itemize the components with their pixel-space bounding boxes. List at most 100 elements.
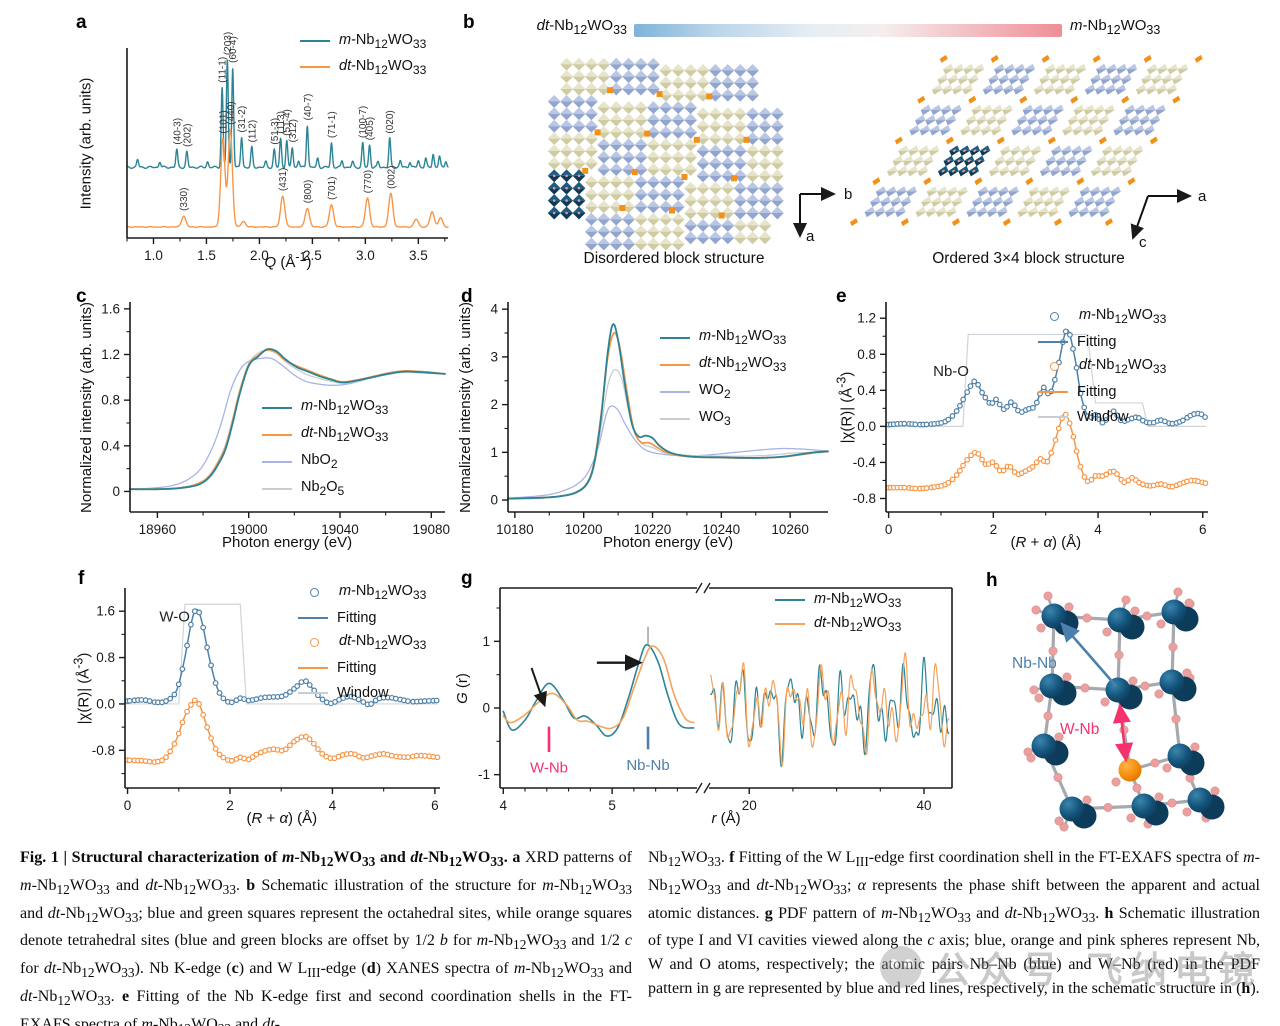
niobium-atom — [1105, 677, 1131, 703]
tetrahedral-site — [644, 130, 651, 137]
octahedron-facet — [572, 70, 586, 77]
octahedron-facet — [1129, 120, 1140, 126]
octahedron-facet — [770, 188, 784, 195]
octahedron-facet — [758, 144, 772, 151]
octahedron-facet — [560, 126, 574, 133]
octahedron-facet — [885, 186, 897, 192]
oxygen-atom — [1031, 605, 1041, 615]
data-marker — [1081, 404, 1088, 411]
legend-entry: dt-Nb12WO33 — [660, 351, 786, 378]
octahedron-facet — [1051, 145, 1062, 151]
octahedron-facet — [547, 101, 561, 108]
octahedron-facet — [1038, 186, 1050, 192]
octahedron-facet — [560, 144, 574, 151]
octahedron-facet — [622, 144, 636, 152]
octahedron-facet — [721, 231, 735, 238]
octahedron-facet — [584, 156, 598, 164]
octahedron-facet — [597, 163, 611, 170]
data-marker — [228, 757, 235, 764]
octahedron-facet — [1098, 120, 1110, 126]
octahedron-facet — [988, 79, 999, 85]
octahedron-facet — [1112, 145, 1123, 151]
octahedron-facet — [994, 155, 1006, 161]
octahedron-facet — [684, 150, 698, 158]
octahedron-facet — [560, 156, 574, 164]
octahedron-facet — [547, 163, 561, 170]
octahedron-facet — [1050, 165, 1061, 172]
octahedron-facet — [560, 188, 574, 195]
octahedron-facet — [1124, 104, 1136, 110]
data-marker — [228, 699, 235, 706]
octahedron-facet — [1047, 120, 1059, 126]
octahedron-facet — [758, 213, 772, 220]
tick-label: 0 — [885, 522, 893, 537]
octahedron-facet — [547, 151, 561, 158]
legend-label: Window — [337, 684, 389, 701]
octahedron-facet — [936, 186, 948, 192]
octahedron-facet — [951, 201, 963, 208]
octahedron-facet — [684, 218, 698, 226]
octahedron-facet — [622, 76, 636, 84]
tick-label: 0.0 — [857, 419, 876, 434]
octahedron-facet — [733, 119, 747, 127]
octahedron-facet — [684, 225, 698, 232]
legend-entry: dt-Nb12WO33 — [300, 54, 426, 80]
octahedron-facet — [1030, 150, 1042, 157]
octahedron-facet — [930, 104, 942, 110]
octahedron-facet — [646, 144, 660, 152]
tetrahedral-site — [619, 205, 626, 212]
legend-line-swatch — [1038, 390, 1068, 393]
annotation-w-nb: W-Nb — [530, 760, 568, 777]
octahedron-facet — [864, 206, 876, 212]
tetrahedral-site — [974, 177, 983, 186]
octahedron-facet — [560, 101, 574, 108]
octahedron-facet — [746, 151, 760, 158]
legend-label: m-Nb12WO33 — [1079, 307, 1167, 326]
legend-line-swatch — [1038, 415, 1068, 418]
octahedron-facet — [1144, 109, 1156, 116]
octahedron-facet — [609, 219, 623, 226]
octahedron-facet — [1092, 124, 1104, 131]
octahedron-facet — [671, 200, 685, 207]
octahedron-facet — [1106, 160, 1118, 167]
octahedron-facet — [939, 130, 951, 136]
tick-label: 0.0 — [96, 696, 115, 711]
data-marker — [1088, 476, 1095, 483]
octahedron-facet — [758, 126, 772, 133]
data-marker — [1007, 464, 1014, 470]
octahedron-facet — [622, 212, 636, 220]
octahedron-facet — [770, 213, 784, 220]
octahedron-facet — [1157, 63, 1168, 70]
oxygen-atom — [1156, 619, 1166, 629]
octahedron-facet — [1028, 186, 1040, 192]
octahedron-facet — [646, 120, 660, 127]
octahedron-facet — [584, 132, 598, 139]
octahedron-facet — [622, 70, 636, 77]
tick-label: 2 — [226, 798, 234, 813]
octahedron-facet — [1078, 120, 1089, 126]
octahedron-facet — [597, 138, 611, 145]
octahedron-facet — [560, 175, 574, 183]
octahedron-facet — [696, 237, 710, 245]
octahedron-facet — [1011, 124, 1022, 131]
octahedron-facet — [947, 73, 959, 80]
octahedron-facet — [937, 171, 949, 177]
legend-label: dt-Nb12WO33 — [1079, 357, 1167, 376]
octahedron-facet — [671, 138, 685, 145]
octahedron-facet — [659, 82, 673, 90]
octahedron-facet — [708, 225, 722, 232]
data-marker — [413, 752, 420, 759]
octahedron-facet — [560, 200, 574, 208]
peak-label: (113) — [276, 111, 287, 134]
annotation-nb-nb: Nb-Nb — [626, 757, 669, 774]
octahedron-facet — [931, 89, 943, 95]
tick-label: 0 — [490, 493, 498, 508]
octahedron-facet — [907, 165, 918, 172]
octahedron-facet — [584, 225, 598, 232]
octahedron-facet — [1019, 171, 1031, 177]
data-marker — [167, 695, 174, 702]
octahedron-facet — [991, 104, 1003, 110]
octahedron-facet — [918, 145, 930, 151]
octahedron-facet — [560, 119, 574, 127]
octahedron-facet — [981, 104, 993, 110]
